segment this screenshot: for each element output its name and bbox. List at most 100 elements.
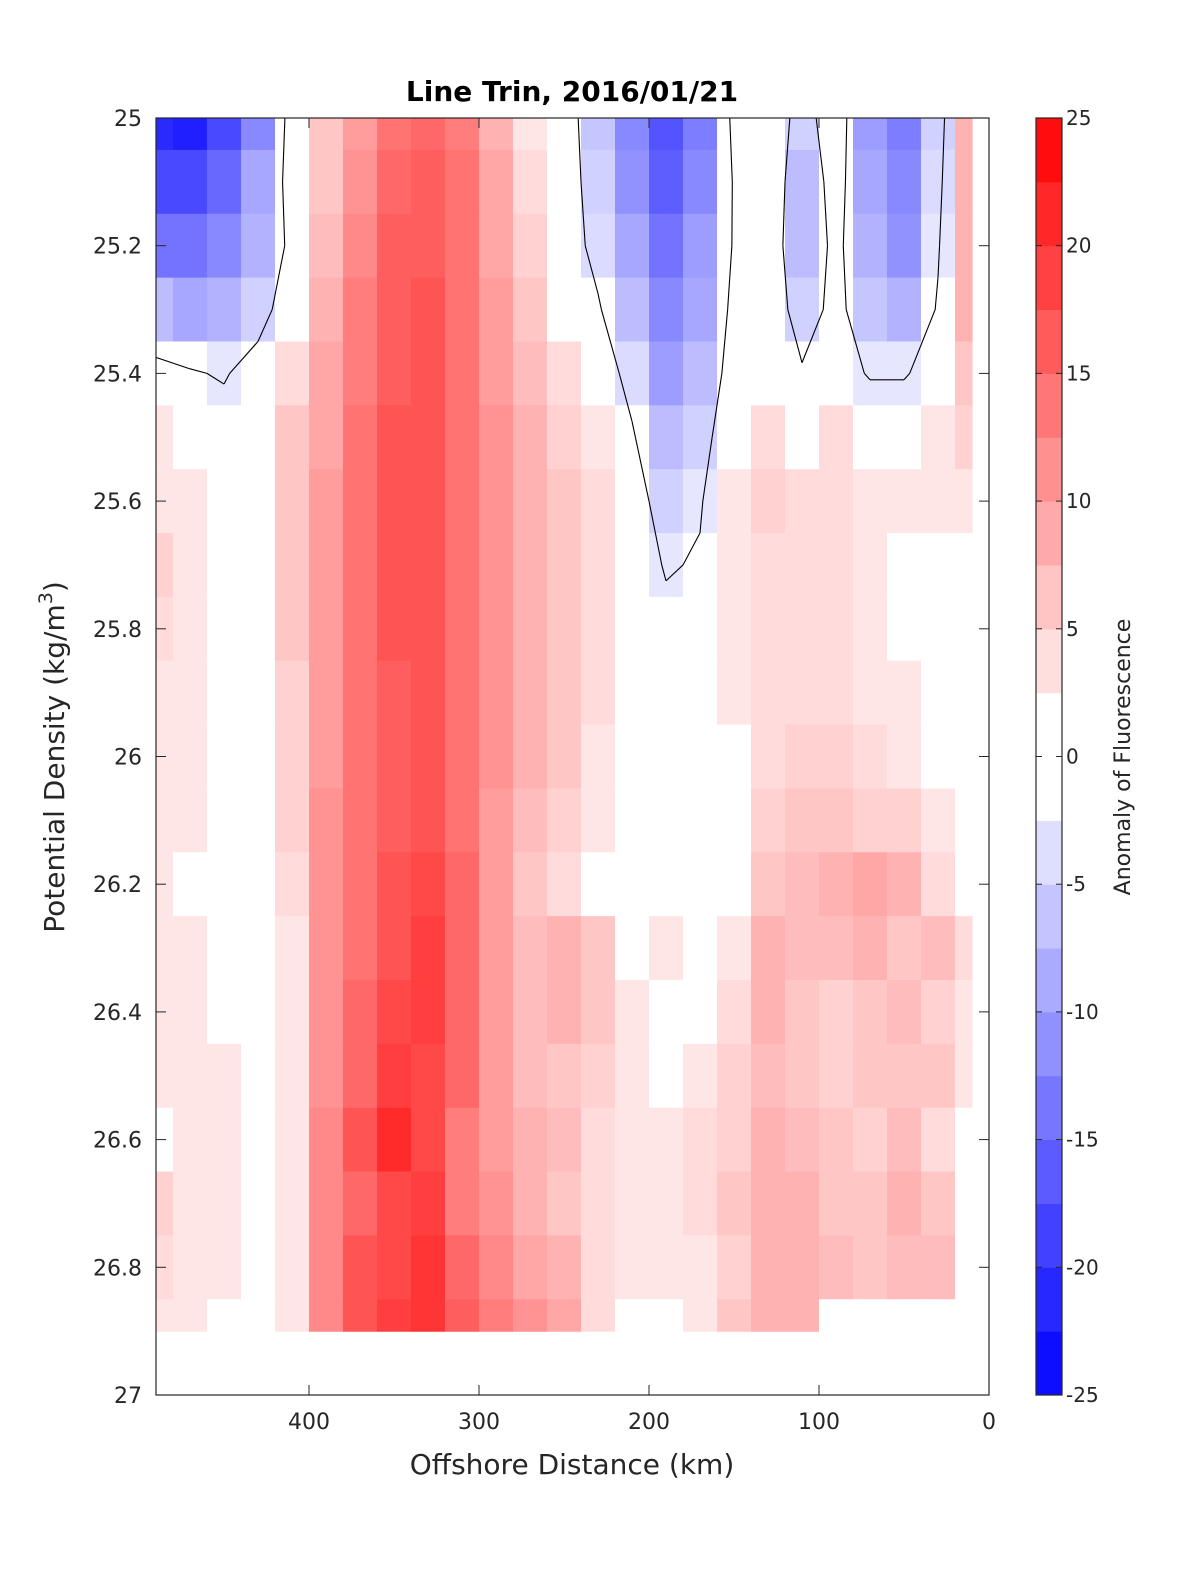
contour-segment [580, 181, 586, 246]
contour-cell [717, 916, 752, 981]
contour-cell [513, 1043, 548, 1109]
contour-cell [751, 788, 786, 853]
contour-cell [513, 1299, 548, 1332]
contour-cell [309, 1107, 344, 1173]
contour-cell [921, 596, 956, 662]
contour-cell [751, 1235, 786, 1300]
contour-cell [156, 118, 174, 151]
contour-cell [955, 213, 973, 279]
contour-cell [547, 979, 582, 1045]
colorbar-tick-label: 0 [1066, 745, 1079, 769]
contour-cell [751, 405, 786, 470]
contour-cell [683, 1235, 718, 1300]
contour-cell [683, 469, 718, 534]
contour-cell [955, 341, 973, 406]
contour-cell [513, 149, 548, 215]
contour-cell [649, 1043, 684, 1109]
y-axis-label: Potential Density (kg/m3) [35, 581, 71, 933]
contour-cell [581, 118, 616, 151]
contour-cell [955, 596, 973, 662]
colorbar-tick-label: -25 [1066, 1383, 1099, 1407]
contour-cell [887, 596, 922, 662]
contour-cell [513, 1107, 548, 1173]
contour-cell [853, 213, 888, 279]
contour-cell [445, 118, 480, 151]
contour-cell [513, 533, 548, 598]
contour-cell [649, 118, 684, 151]
contour-cell [207, 213, 242, 279]
contour-cell [955, 277, 973, 343]
contour-cell [683, 660, 718, 726]
contour-cell [445, 660, 480, 726]
contour-cell [751, 1299, 786, 1332]
contour-cell [785, 1171, 820, 1236]
contour-cell [513, 341, 548, 406]
contour-cell [547, 596, 582, 662]
colorbar-band [1036, 1203, 1062, 1268]
colorbar-tick-label: 20 [1066, 234, 1091, 258]
contour-cell [377, 118, 412, 151]
contour-cell [241, 533, 276, 598]
contour-cell [275, 852, 310, 917]
contour-cell [955, 469, 973, 534]
contour-cell [785, 916, 820, 981]
contour-cell [411, 213, 446, 279]
contour-cell [615, 788, 650, 853]
contour-cell [479, 149, 514, 215]
contour-cell [207, 149, 242, 215]
contour-cell [683, 852, 718, 917]
contour-cell [445, 852, 480, 917]
contour-segment [941, 118, 946, 182]
zero-contour-lines [156, 118, 946, 582]
contour-cell [581, 1299, 616, 1332]
colorbar-band [1036, 181, 1062, 247]
contour-cell [615, 852, 650, 917]
y-tick-label: 26.8 [93, 1256, 142, 1281]
colorbar-band [1036, 245, 1062, 311]
contour-cell [853, 277, 888, 343]
contour-cell [683, 788, 718, 853]
contour-segment [699, 501, 704, 534]
contour-cell [819, 405, 854, 470]
contour-cell [173, 277, 208, 343]
contour-cell [275, 979, 310, 1045]
contour-cell [445, 277, 480, 343]
contour-cell [445, 149, 480, 215]
contour-cell [887, 979, 922, 1045]
contour-cell [547, 277, 582, 343]
contour-cell [377, 341, 412, 406]
contour-cell [411, 788, 446, 853]
contour-cell [479, 341, 514, 406]
contour-segment [784, 118, 791, 182]
colorbar-band [1036, 373, 1062, 438]
contour-cell [785, 979, 820, 1045]
colorbar-band [1036, 564, 1062, 630]
contour-cell [173, 1235, 208, 1300]
y-tick-label: 25.2 [93, 235, 142, 260]
contour-cell [785, 788, 820, 853]
contour-cell [751, 149, 786, 215]
y-axis-label-main: Potential Density (kg/m [38, 604, 71, 933]
contour-cell [785, 533, 820, 598]
contour-cell [887, 213, 922, 279]
contour-cell [377, 1107, 412, 1173]
contour-cell [445, 1043, 480, 1109]
contour-cell [717, 1043, 752, 1109]
contour-cell [955, 1043, 973, 1109]
contour-cell [717, 341, 752, 406]
contour-cell [445, 213, 480, 279]
contour-cell [785, 1299, 820, 1332]
contour-cell [547, 341, 582, 406]
contour-cell [207, 277, 242, 343]
contour-cell [921, 1235, 956, 1300]
contour-cell [309, 596, 344, 662]
contour-cell [581, 1235, 616, 1300]
contour-cell [275, 1299, 310, 1332]
contour-cell [615, 118, 650, 151]
contour-cell [955, 149, 973, 215]
contour-cell [921, 724, 956, 790]
contour-fill-layer [156, 118, 973, 1332]
contour-segment [584, 245, 599, 294]
contour-cell [479, 1299, 514, 1332]
contour-cell [887, 660, 922, 726]
